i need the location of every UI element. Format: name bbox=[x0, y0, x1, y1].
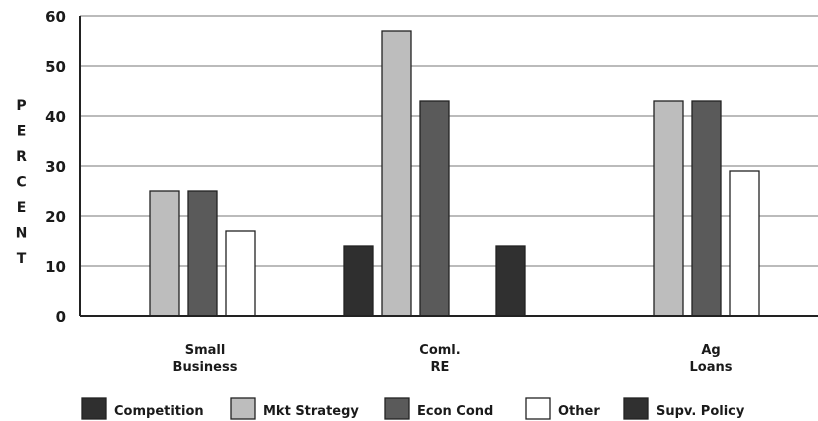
bar-other-0 bbox=[225, 230, 256, 317]
legend-label: Competition bbox=[114, 404, 204, 419]
y-axis-ticks: 0 10 20 30 40 50 60 bbox=[45, 8, 66, 326]
y-axis-label-letter: N bbox=[16, 226, 29, 242]
legend-label: Supv. Policy bbox=[656, 404, 745, 419]
bar-competition-1 bbox=[343, 245, 374, 317]
bar-econ-cond-0 bbox=[187, 190, 218, 317]
y-tick-label: 0 bbox=[56, 308, 66, 326]
legend-swatch bbox=[623, 397, 649, 420]
legend-label: Other bbox=[558, 404, 600, 419]
legend-swatch bbox=[230, 397, 256, 420]
y-tick-label: 30 bbox=[45, 158, 66, 176]
legend-swatch bbox=[81, 397, 107, 420]
legend-swatch bbox=[384, 397, 410, 420]
category-label: Coml. bbox=[419, 343, 460, 358]
y-axis-label-letter: P bbox=[16, 98, 27, 114]
y-tick-label: 20 bbox=[45, 208, 66, 226]
category-label: Loans bbox=[690, 360, 733, 375]
x-axis-categories: Small Business Coml. RE Ag Loans bbox=[173, 343, 733, 375]
axes bbox=[79, 16, 818, 317]
y-axis-label-letter: C bbox=[16, 175, 27, 191]
bar-mkt-strategy-0 bbox=[149, 190, 180, 317]
y-tick-label: 50 bbox=[45, 58, 66, 76]
bar-econ-cond-1 bbox=[419, 100, 450, 317]
legend-label: Mkt Strategy bbox=[263, 404, 359, 419]
bar-mkt-strategy-1 bbox=[381, 30, 412, 317]
y-tick-label: 10 bbox=[45, 258, 66, 276]
legend: Competition Mkt Strategy Econ Cond Other Sup… bbox=[81, 397, 745, 420]
y-axis-label-letter: R bbox=[16, 149, 28, 165]
bar-supv-policy-1 bbox=[495, 245, 526, 317]
category-label: Business bbox=[173, 360, 238, 375]
bars bbox=[149, 30, 760, 317]
y-axis-label-letter: E bbox=[17, 200, 28, 216]
bar-econ-cond-2 bbox=[691, 100, 722, 317]
category-label: RE bbox=[431, 360, 450, 375]
category-label: Ag bbox=[701, 343, 720, 358]
legend-label: Econ Cond bbox=[417, 404, 493, 419]
y-axis-label-letter: E bbox=[17, 124, 28, 140]
y-axis-label-letter: T bbox=[17, 251, 28, 267]
bar-mkt-strategy-2 bbox=[653, 100, 684, 317]
legend-swatch bbox=[525, 397, 551, 420]
y-tick-label: 60 bbox=[45, 8, 66, 26]
y-tick-label: 40 bbox=[45, 108, 66, 126]
category-label: Small bbox=[185, 343, 226, 358]
bar-other-2 bbox=[729, 170, 760, 317]
